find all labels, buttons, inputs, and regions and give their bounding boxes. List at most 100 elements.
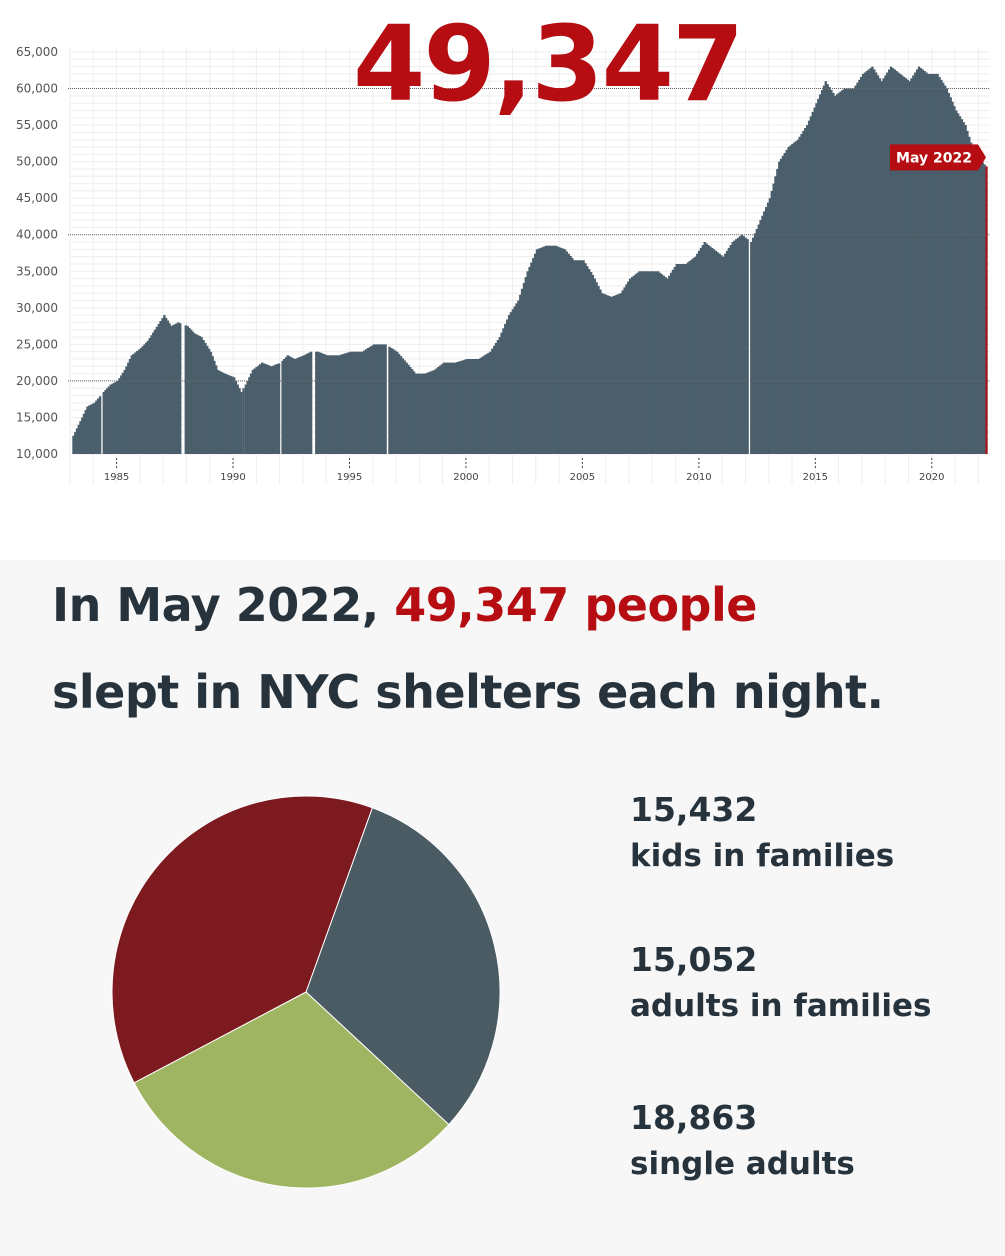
bar	[614, 295, 617, 454]
bar	[655, 271, 658, 454]
bar	[835, 94, 839, 455]
bar	[826, 84, 829, 454]
bar	[515, 303, 518, 454]
bar	[582, 260, 585, 454]
bar	[983, 164, 986, 454]
bar	[517, 300, 520, 454]
bar	[496, 340, 500, 454]
bar	[261, 362, 264, 454]
stat-kids-in-families: 15,432 kids in families	[630, 788, 894, 880]
bar	[558, 247, 561, 454]
bar	[757, 224, 760, 454]
bar	[79, 421, 82, 454]
bar	[473, 359, 477, 454]
bar	[397, 353, 401, 454]
bar	[552, 245, 555, 454]
bar	[619, 293, 623, 454]
bar	[528, 266, 531, 454]
bar	[597, 285, 600, 454]
bar	[475, 359, 479, 454]
bar	[266, 364, 269, 454]
bar	[625, 284, 628, 454]
bar	[304, 354, 308, 454]
bar	[752, 237, 755, 454]
bar	[699, 247, 703, 454]
bar	[259, 364, 262, 454]
bar	[923, 71, 926, 454]
bar	[675, 264, 678, 454]
bar	[89, 404, 93, 454]
x-tick-label: 2020	[919, 472, 944, 483]
bar	[580, 260, 583, 454]
pie-slice-adults-in-families	[133, 991, 450, 1189]
bar	[731, 242, 734, 454]
bar	[873, 69, 876, 454]
bar	[204, 342, 207, 454]
bar	[302, 355, 306, 454]
bar	[658, 272, 662, 454]
bar	[586, 266, 589, 454]
bar	[707, 245, 710, 454]
bar	[979, 160, 982, 454]
bar	[84, 410, 87, 454]
bar	[460, 360, 463, 454]
bar	[262, 363, 266, 454]
bar	[332, 355, 335, 454]
bar	[390, 348, 393, 454]
bar	[418, 373, 421, 454]
bar	[384, 344, 387, 454]
bar	[506, 319, 509, 454]
bar	[632, 275, 636, 454]
bar	[602, 293, 606, 454]
bar	[355, 351, 358, 454]
bar	[554, 245, 557, 454]
bar	[150, 335, 153, 454]
bar	[81, 417, 84, 454]
bar	[673, 266, 677, 454]
bar	[975, 156, 978, 455]
bar	[565, 251, 568, 454]
bar	[899, 73, 902, 455]
bar	[388, 346, 391, 454]
bar	[286, 355, 289, 454]
bar	[765, 207, 768, 454]
y-tick-label: 55,000	[16, 118, 58, 132]
bar	[433, 369, 436, 454]
bar	[759, 220, 762, 454]
bar	[227, 375, 230, 454]
bar	[914, 72, 917, 454]
bar	[929, 73, 932, 455]
bar	[677, 264, 680, 454]
stat-value: 15,052	[630, 940, 758, 979]
bar	[216, 369, 220, 454]
y-tick-label: 25,000	[16, 337, 58, 351]
bar	[511, 309, 514, 454]
bar	[822, 85, 826, 454]
bar	[599, 289, 602, 454]
bar	[668, 275, 671, 454]
bar	[429, 371, 432, 454]
bar	[563, 249, 567, 454]
bar	[207, 348, 211, 454]
bar	[878, 78, 882, 455]
bar	[196, 335, 200, 454]
bar	[136, 350, 139, 454]
bar	[163, 315, 166, 454]
bar	[722, 256, 725, 454]
bar	[880, 81, 883, 454]
bar	[272, 365, 275, 454]
bar	[274, 364, 277, 454]
bar	[236, 384, 239, 454]
bar	[787, 147, 790, 454]
bar	[471, 359, 475, 454]
bar	[753, 233, 757, 454]
bar	[793, 142, 796, 454]
bar	[664, 277, 667, 454]
bar	[802, 130, 805, 454]
bar	[556, 246, 559, 454]
bar	[813, 107, 816, 454]
bar	[854, 85, 857, 454]
bar	[902, 76, 906, 455]
bar	[791, 144, 794, 454]
bar	[921, 69, 924, 454]
